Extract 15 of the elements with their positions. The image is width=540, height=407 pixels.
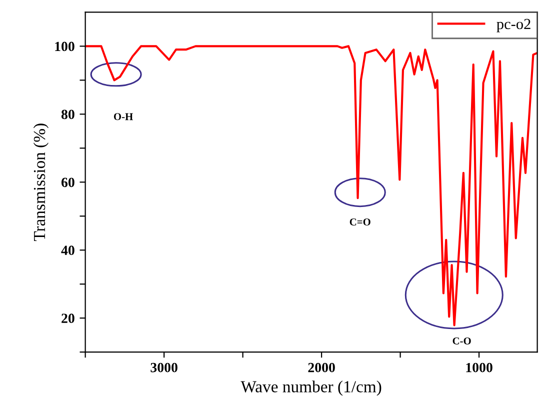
annotation: O-H xyxy=(114,113,133,120)
x-tick-label: 2000 xyxy=(308,362,335,372)
line-series xyxy=(85,45,538,326)
y-tick-label: 100 xyxy=(55,42,74,52)
x-tick-label: 3000 xyxy=(150,362,178,372)
x-axis-title: Wave number (1/cm) xyxy=(240,380,382,396)
annotation: C-O xyxy=(452,337,471,344)
y-tick-label: 60 xyxy=(61,178,74,188)
legend-label: pc-o2 xyxy=(496,18,530,32)
annotation: C=O xyxy=(350,218,370,226)
y-tick-label: 20 xyxy=(62,314,74,324)
y-tick-label: 80 xyxy=(61,110,74,120)
y-tick-label: 40 xyxy=(61,246,74,256)
y-axis-title: Transmission (%) xyxy=(33,124,49,242)
x-tick-label: 1000 xyxy=(466,362,492,372)
